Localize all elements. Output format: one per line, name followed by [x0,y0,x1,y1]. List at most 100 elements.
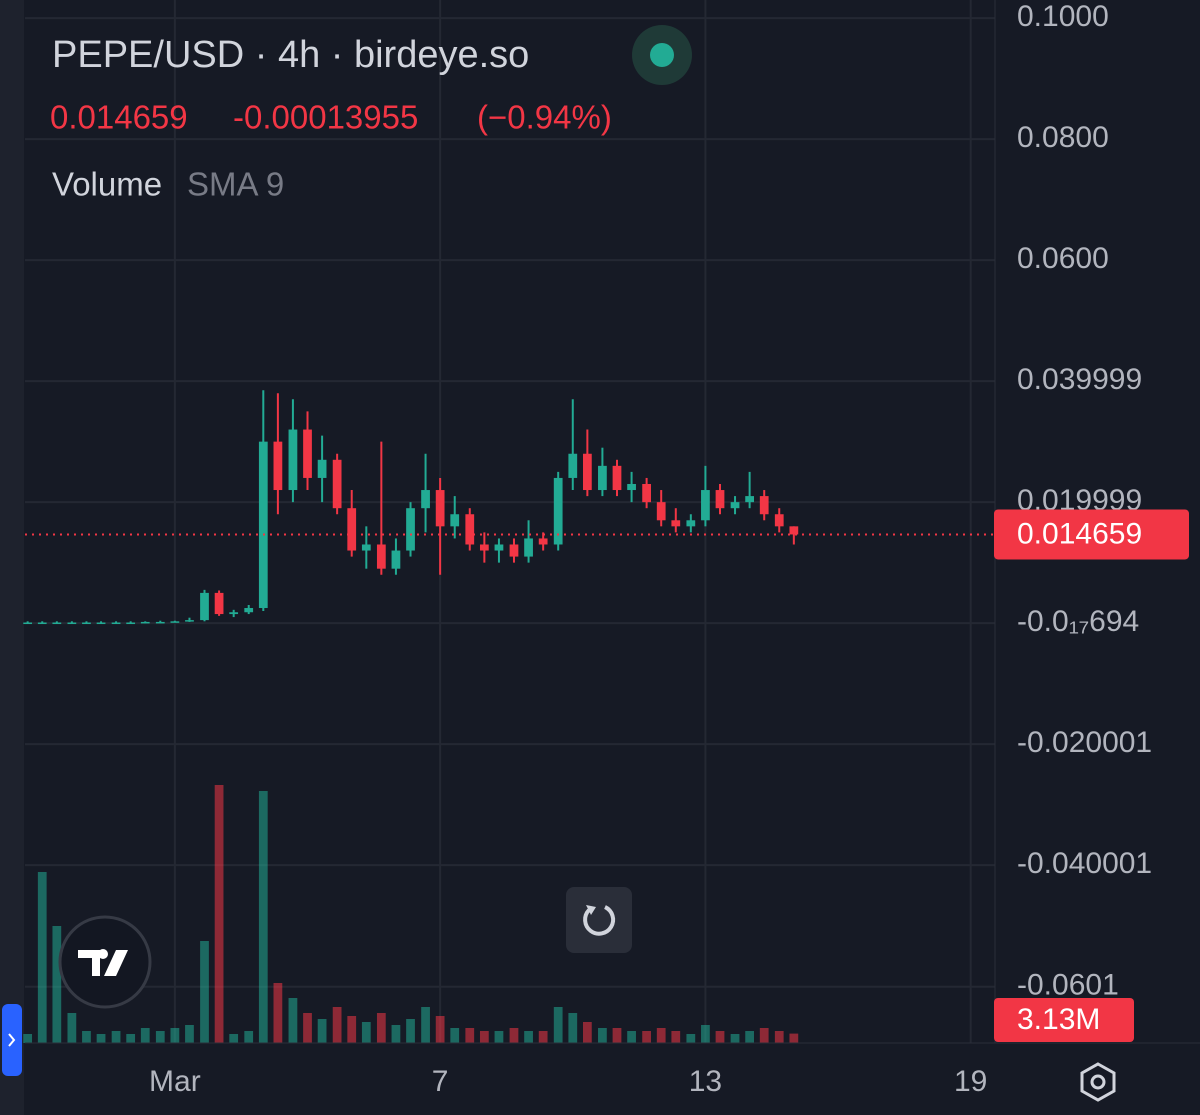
volume-bar [582,1022,592,1043]
volume-bar [435,1016,445,1043]
candle-body [656,502,666,521]
volume-bar [568,1013,578,1043]
candle-body [450,514,460,527]
price-tag [994,509,1189,560]
candle-body [303,429,312,478]
volume-bar [745,1031,755,1043]
candle-body [347,508,357,551]
header-price: 0.014659 [50,99,188,136]
indicator-name: Volume [52,166,162,203]
volume-bar [406,1019,415,1043]
volume-bar [37,872,47,1043]
volume-bar [67,1013,77,1043]
candle-body [376,544,386,569]
candle-body [185,620,194,622]
candle-body [612,465,622,491]
candle-body [435,490,445,527]
x-tick-label: 7 [432,1065,449,1098]
candle-body [214,592,224,615]
candle-body [686,520,696,527]
candle-body [789,526,799,535]
candle-body [126,622,136,625]
candle-body [745,496,755,503]
volume-bar [627,1031,636,1043]
candle-body [642,483,651,503]
volume-bar [258,791,268,1043]
candle-body [465,514,475,545]
volume-bar [642,1031,651,1043]
volume-bar [244,1031,254,1043]
volume-bar [23,1034,33,1043]
volume-bar [553,1007,563,1043]
y-tick-label: -0.020001 [1017,726,1152,759]
volume-bar [774,1031,784,1043]
candle-body [406,508,415,551]
volume-bar [317,1019,327,1043]
logo-mark [78,950,128,976]
side-toggle[interactable] [2,1004,22,1076]
candle-body [273,441,283,491]
candle-body [701,490,710,521]
volume-bar [126,1034,136,1043]
candle-body [332,459,342,509]
volume-bar [155,1031,165,1043]
candle-body [82,622,91,625]
logo[interactable] [58,915,152,1009]
candle-body [671,520,681,527]
volume-bar [391,1025,401,1043]
candle-body [509,544,519,557]
price-tag-label: 0.014659 [1017,517,1142,550]
reset-icon [583,905,616,936]
volume-bar [421,1007,430,1043]
candle-body [67,622,77,625]
volume-bar [715,1031,725,1043]
candle-body [730,502,740,509]
volume-bar [759,1028,769,1043]
volume-bar [303,1013,312,1043]
candle-body [200,592,209,621]
x-tick-label: Mar [149,1065,201,1098]
volume-bar [598,1028,607,1043]
candle-body [37,622,47,625]
candle-body [538,538,548,545]
y-tick-label: -0.040001 [1017,847,1152,880]
candle-body [479,544,489,551]
volume-tag-label: 3.13M [1017,1003,1100,1036]
y-tick-label: 0.1000 [1017,0,1109,33]
volume-bar [273,983,283,1043]
volume-pane [23,785,799,1043]
candle-body [494,544,504,551]
volume-bar [214,785,224,1043]
volume-bar [789,1033,799,1043]
volume-bar [200,941,209,1043]
candle-body [229,612,239,615]
settings-button[interactable] [1080,1062,1116,1102]
volume-bar [479,1031,489,1043]
volume-bar [52,926,62,1043]
volume-bar [361,1022,371,1043]
indicator-setting: SMA 9 [187,166,284,203]
candle-body [361,544,371,551]
reset-button[interactable] [566,887,632,953]
candle-body [111,622,121,625]
x-tick-label: 13 [689,1065,722,1098]
y-tick-label: -0.0601 [1017,969,1119,1002]
y-tick-label: -0.0₁₇694 [1017,605,1139,638]
candle-body [317,459,327,478]
candle-body [391,550,401,569]
candle-body [140,621,150,624]
candle-body [568,453,578,478]
logo-dot [98,949,108,959]
candle-body [582,453,592,491]
header-change-pct: (−0.94%) [477,99,612,136]
left-edge [0,0,24,1115]
volume-bar [701,1025,710,1043]
reset-arrow [586,905,596,915]
y-tick-label: 0.039999 [1017,363,1142,396]
candle-body [627,483,636,491]
header-change: -0.00013955 [233,99,418,136]
volume-bar [111,1031,121,1043]
candle-body [598,465,607,491]
volume-tag [994,998,1134,1042]
